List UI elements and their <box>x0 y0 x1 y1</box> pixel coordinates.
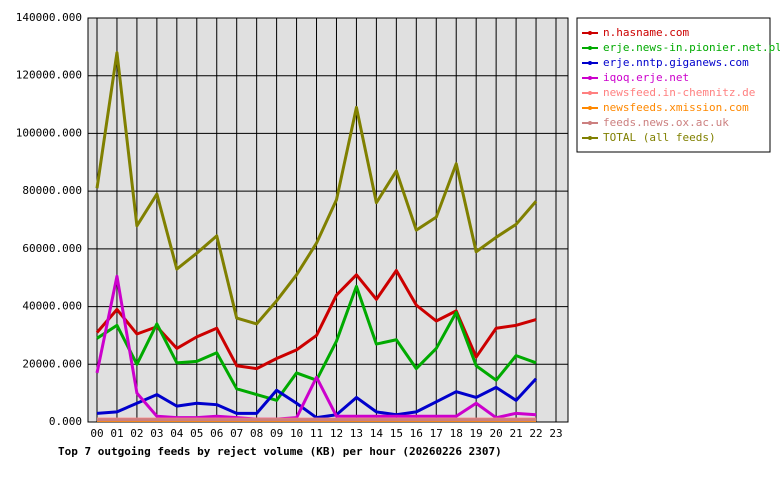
legend-dot <box>588 121 592 125</box>
legend-label: iqoq.erje.net <box>603 71 689 84</box>
x-tick-label: 21 <box>509 427 522 440</box>
y-tick-label: 0.000 <box>49 415 82 428</box>
x-tick-label: 04 <box>170 427 184 440</box>
legend-box <box>576 17 771 153</box>
x-tick-label: 22 <box>529 427 542 440</box>
x-tick-label: 03 <box>150 427 163 440</box>
legend-label: newsfeed.in-chemnitz.de <box>603 86 755 99</box>
x-tick-label: 23 <box>549 427 562 440</box>
legend-label: newsfeeds.xmission.com <box>603 101 749 114</box>
legend-label: TOTAL (all feeds) <box>603 131 716 144</box>
x-tick-label: 05 <box>190 427 203 440</box>
y-tick-label: 120000.000 <box>16 69 82 82</box>
x-tick-label: 10 <box>290 427 303 440</box>
y-tick-label: 20000.000 <box>22 357 82 370</box>
y-tick-label: 60000.000 <box>22 242 82 255</box>
legend-dot <box>588 106 592 110</box>
x-tick-label: 18 <box>450 427 463 440</box>
x-tick-label: 01 <box>110 427 123 440</box>
y-tick-label: 80000.000 <box>22 184 82 197</box>
x-tick-label: 11 <box>310 427 323 440</box>
legend-label: erje.news-in.pionier.net.pl <box>603 41 780 54</box>
legend-dot <box>588 76 592 80</box>
legend-dot <box>588 46 592 50</box>
x-tick-label: 14 <box>370 427 384 440</box>
legend-dot <box>588 61 592 65</box>
legend-label: erje.nntp.giganews.com <box>603 56 749 69</box>
x-tick-label: 08 <box>250 427 263 440</box>
legend-dot <box>588 31 592 35</box>
x-tick-label: 17 <box>430 427 443 440</box>
x-tick-label: 00 <box>90 427 103 440</box>
y-tick-label: 100000.000 <box>16 126 82 139</box>
x-tick-label: 02 <box>130 427 143 440</box>
x-tick-label: 20 <box>490 427 503 440</box>
x-tick-label: 15 <box>390 427 403 440</box>
x-tick-label: 07 <box>230 427 243 440</box>
y-tick-label: 140000.000 <box>16 11 82 24</box>
x-tick-label: 16 <box>410 427 423 440</box>
legend-label: n.hasname.com <box>603 26 689 39</box>
legend-label: feeds.news.ox.ac.uk <box>603 116 729 129</box>
x-tick-label: 13 <box>350 427 363 440</box>
x-tick-label: 12 <box>330 427 343 440</box>
x-tick-label: 09 <box>270 427 283 440</box>
legend-dot <box>588 91 592 95</box>
x-tick-label: 19 <box>470 427 483 440</box>
series-line <box>95 274 537 421</box>
series-line <box>95 51 538 326</box>
x-tick-label: 06 <box>210 427 223 440</box>
chart-title: Top 7 outgoing feeds by reject volume (K… <box>58 445 502 458</box>
legend-dot <box>588 136 592 140</box>
y-tick-label: 40000.000 <box>22 300 82 313</box>
